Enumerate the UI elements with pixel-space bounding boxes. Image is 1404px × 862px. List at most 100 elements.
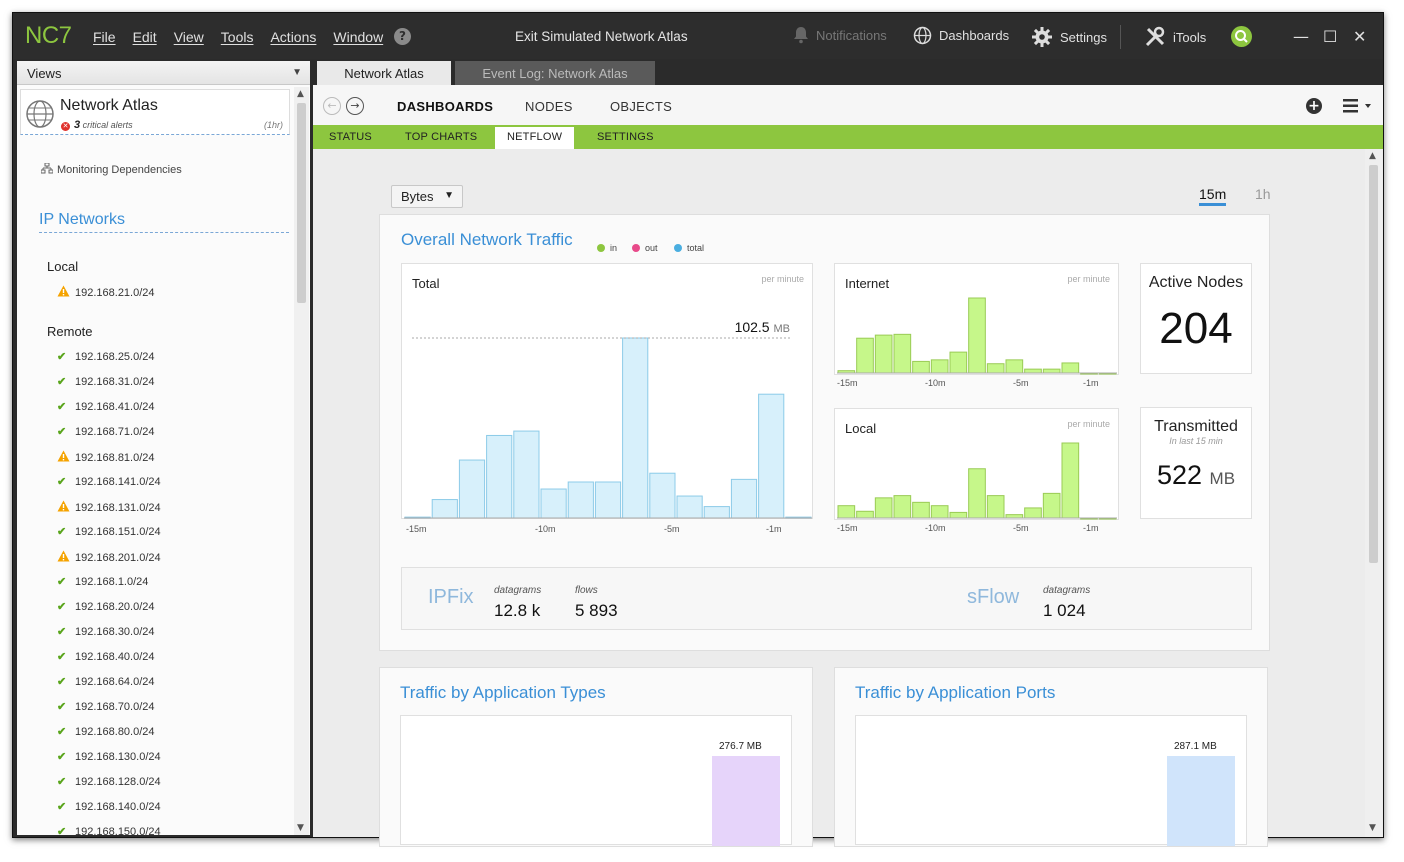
network-item[interactable]: 192.168.81.0/24 (57, 450, 155, 465)
network-item[interactable]: ✔ 192.168.151.0/24 (57, 525, 161, 539)
settings-button[interactable]: Settings (1031, 26, 1107, 48)
scroll-up-icon[interactable]: ▲ (1369, 151, 1376, 161)
help-icon[interactable]: ? (394, 28, 411, 45)
app-types-chart-panel: 276.7 MB (400, 715, 792, 846)
active-nodes-label: Active Nodes (1148, 274, 1244, 291)
nav-nodes[interactable]: NODES (525, 99, 573, 114)
network-item[interactable]: ✔ 192.168.64.0/24 (57, 675, 155, 689)
network-item[interactable]: 192.168.131.0/24 (57, 500, 161, 515)
tab-network-atlas[interactable]: Network Atlas (317, 61, 451, 85)
settings-label: Settings (1060, 29, 1107, 45)
subnav-status[interactable]: STATUS (329, 131, 372, 143)
warning-icon (57, 450, 70, 465)
itools-button[interactable]: iTools (1144, 26, 1206, 48)
forward-arrow-icon[interactable]: → (346, 97, 364, 115)
nav-objects[interactable]: OBJECTS (610, 99, 673, 114)
network-item[interactable]: ✔ 192.168.41.0/24 (57, 400, 155, 414)
filter-icon[interactable]: ▼ (292, 67, 302, 78)
menu-edit[interactable]: Edit (132, 29, 157, 45)
network-address: 192.168.41.0/24 (75, 400, 155, 413)
peak-value: 102.5 (734, 319, 770, 335)
app-logo: NC7 (25, 22, 72, 49)
search-icon (1235, 30, 1248, 43)
legend-out-label: out (645, 243, 658, 253)
scroll-down-icon[interactable]: ▼ (297, 823, 304, 833)
window-title[interactable]: Exit Simulated Network Atlas (515, 29, 688, 44)
app-types-bar (712, 756, 780, 846)
network-item[interactable]: ✔ 192.168.130.0/24 (57, 750, 161, 764)
network-address: 192.168.64.0/24 (75, 675, 155, 688)
warning-icon (57, 285, 70, 300)
total-chart-panel: Total per minute 102.5 MB -15m -10m -5m … (401, 263, 813, 534)
check-icon: ✔ (57, 626, 67, 638)
maximize-button[interactable]: ☐ (1323, 27, 1338, 46)
network-item[interactable]: ✔ 192.168.40.0/24 (57, 650, 155, 664)
subnav-netflow[interactable]: NETFLOW (495, 127, 575, 149)
network-item[interactable]: ✔ 192.168.80.0/24 (57, 725, 155, 739)
network-address: 192.168.70.0/24 (75, 700, 155, 713)
network-item[interactable]: 192.168.201.0/24 (57, 550, 161, 565)
critical-alerts[interactable]: ✕ 3 critical alerts (61, 119, 133, 131)
network-item[interactable]: ✔ 192.168.128.0/24 (57, 775, 161, 789)
check-icon: ✔ (57, 651, 67, 663)
unit-select[interactable]: Bytes ▼ (391, 185, 463, 208)
network-item[interactable]: ✔ 192.168.141.0/24 (57, 475, 161, 489)
active-nodes-value: 204 (1159, 304, 1233, 353)
menu-actions[interactable]: Actions (270, 29, 317, 45)
chart-bar (856, 337, 874, 374)
dashboards-button[interactable]: Dashboards (913, 26, 1009, 45)
chart-bar (874, 334, 893, 374)
menu-view[interactable]: View (173, 29, 204, 45)
nav-dashboards[interactable]: DASHBOARDS (397, 99, 494, 114)
network-address: 192.168.20.0/24 (75, 600, 155, 613)
network-item[interactable]: ✔ 192.168.70.0/24 (57, 700, 155, 714)
network-item[interactable]: ✔ 192.168.71.0/24 (57, 425, 155, 439)
subnav-top-charts[interactable]: TOP CHARTS (405, 131, 478, 143)
scroll-up-icon[interactable]: ▲ (297, 89, 304, 99)
subnav-settings[interactable]: SETTINGS (597, 131, 654, 143)
menu-icon[interactable] (1343, 99, 1373, 113)
network-atlas-item[interactable]: Network Atlas ✕ 3 critical alerts (1hr) (20, 89, 290, 135)
main-scrollbar[interactable]: ▲ ▼ (1365, 149, 1382, 837)
network-item[interactable]: ✔ 192.168.20.0/24 (57, 600, 155, 614)
tick-5m: -5m (664, 524, 680, 534)
active-nodes-panel: Active Nodes 204 (1140, 263, 1252, 374)
chart-bar (486, 434, 513, 519)
check-icon: ✔ (57, 751, 67, 763)
network-item[interactable]: ✔ 192.168.31.0/24 (57, 375, 155, 389)
scroll-down-icon[interactable]: ▼ (1369, 823, 1376, 833)
local-per-minute: per minute (1067, 419, 1110, 429)
menu-window[interactable]: Window (333, 29, 384, 45)
network-item[interactable]: ✔ 192.168.30.0/24 (57, 625, 155, 639)
monitoring-dependencies-link[interactable]: Monitoring Dependencies (40, 162, 182, 176)
network-item[interactable]: ✔ 192.168.140.0/24 (57, 800, 161, 814)
network-address: 192.168.40.0/24 (75, 650, 155, 663)
chart-bar (1005, 514, 1024, 519)
range-15m[interactable]: 15m (1199, 186, 1227, 206)
chart-bar (431, 499, 458, 519)
menu-tools[interactable]: Tools (220, 29, 254, 45)
menu-file[interactable]: File (93, 29, 116, 45)
scrollbar-thumb[interactable] (297, 103, 306, 303)
network-item[interactable]: ✔ 192.168.150.0/24 (57, 825, 161, 839)
transmitted-panel: Transmitted In last 15 min 522 MB (1140, 407, 1252, 519)
minimize-button[interactable]: — (1293, 27, 1309, 46)
network-item[interactable]: ✔ 192.168.25.0/24 (57, 350, 155, 364)
scrollbar-thumb[interactable] (1369, 165, 1378, 563)
network-item[interactable]: ✔ 192.168.1.0/24 (57, 575, 148, 589)
add-icon[interactable]: + (1306, 98, 1322, 114)
notifications-button[interactable]: Notifications (793, 26, 887, 44)
sidebar-scrollbar[interactable]: ▲ ▼ (294, 87, 309, 835)
tools-icon (1145, 26, 1165, 47)
close-button[interactable]: ✕ (1353, 27, 1367, 46)
subnav-bar: STATUS TOP CHARTS NETFLOW SETTINGS (313, 125, 1383, 149)
chart-bar (730, 478, 758, 519)
atlas-title: Network Atlas (60, 97, 158, 114)
network-item[interactable]: 192.168.21.0/24 (57, 285, 155, 300)
tab-event-log[interactable]: Event Log: Network Atlas (455, 61, 655, 85)
chart-bar (930, 505, 949, 519)
back-arrow-icon[interactable]: ← (323, 97, 341, 115)
search-button[interactable] (1231, 26, 1252, 47)
chart-bar (540, 488, 567, 519)
range-1h[interactable]: 1h (1255, 186, 1271, 202)
